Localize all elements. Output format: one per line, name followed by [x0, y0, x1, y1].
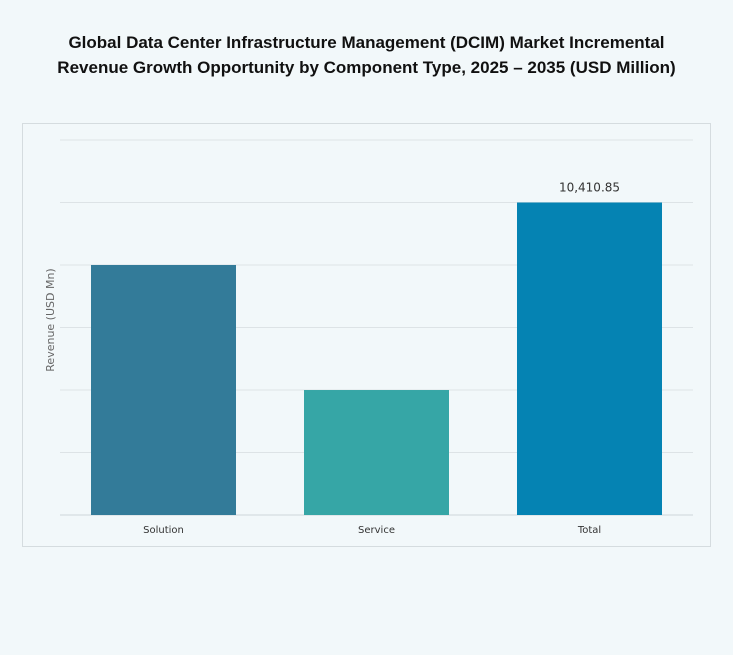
- x-tick-label: Total: [577, 525, 601, 536]
- data-label: 10,410.85: [559, 180, 620, 194]
- bar-solution: [91, 264, 236, 515]
- bar-total: [517, 202, 662, 515]
- chart-title: Global Data Center Infrastructure Manage…: [0, 30, 733, 80]
- x-tick-label: Solution: [143, 525, 184, 536]
- x-tick-label: Service: [358, 525, 395, 536]
- chart-title-line-1: Global Data Center Infrastructure Manage…: [68, 33, 665, 52]
- bar-service: [304, 390, 449, 515]
- y-axis-label: Revenue (USD Mn): [44, 268, 57, 371]
- chart-title-line-2: Revenue Growth Opportunity by Component …: [57, 58, 676, 77]
